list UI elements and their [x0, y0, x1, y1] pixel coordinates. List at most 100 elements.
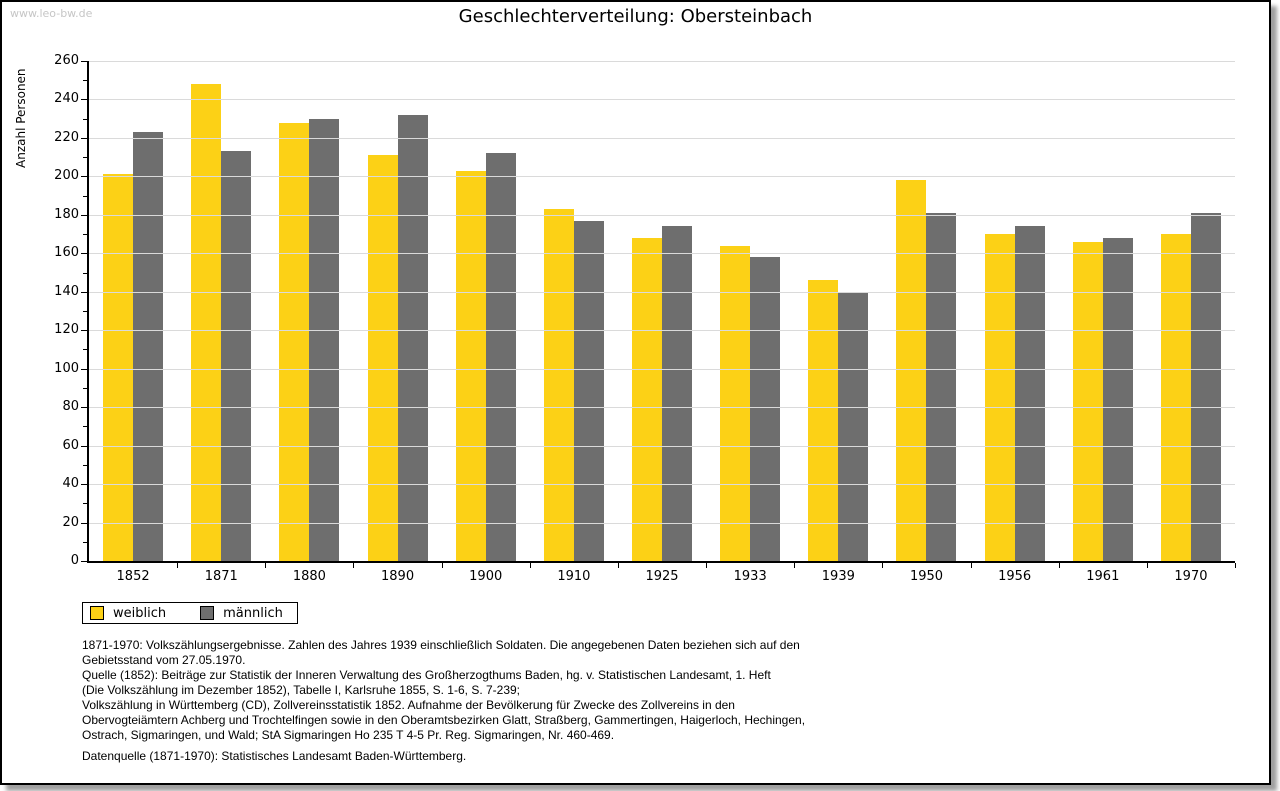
legend-swatch-männlich	[200, 606, 215, 620]
bar-group	[794, 61, 882, 561]
x-boundary-tick	[441, 563, 443, 568]
x-tick-label: 1933	[733, 569, 767, 584]
y-tick-label: 80	[62, 399, 79, 415]
bar-group	[706, 61, 794, 561]
gridline	[89, 330, 1235, 332]
y-major-tick	[81, 137, 87, 139]
bar-group	[353, 61, 441, 561]
footer-line: Volkszählung in Württemberg (CD), Zollve…	[82, 698, 735, 712]
gridline	[89, 99, 1235, 101]
bar-männlich	[309, 118, 340, 561]
y-tick-label: 180	[54, 206, 79, 222]
x-tick-label: 1890	[381, 569, 415, 584]
bar-männlich	[397, 114, 428, 561]
y-minor-tick	[83, 349, 87, 351]
legend: weiblich männlich	[82, 602, 298, 624]
bar-group	[971, 61, 1059, 561]
legend-label: männlich	[223, 605, 283, 621]
gridline	[89, 445, 1235, 447]
x-tick-label: 1880	[292, 569, 326, 584]
footer-line: Gebietsstand vom 27.05.1970.	[82, 653, 246, 667]
gridline	[89, 176, 1235, 178]
x-tick-label: 1956	[998, 569, 1032, 584]
footer-line: 1871-1970: Volkszählungsergebnisse. Zahl…	[82, 638, 800, 652]
bar-männlich	[750, 257, 781, 561]
x-boundary-tick	[617, 563, 619, 568]
bar-männlich	[221, 151, 252, 561]
bar-group	[530, 61, 618, 561]
legend-swatch-weiblich	[90, 606, 104, 620]
y-minor-tick	[83, 311, 87, 312]
y-major-tick	[81, 99, 87, 101]
footer-notes: 1871-1970: Volkszählungsergebnisse. Zahl…	[82, 638, 912, 764]
y-tick-label: 60	[62, 437, 79, 453]
x-tick-label: 1925	[645, 569, 679, 584]
x-axis-labels: 1852 1871 1880 1890 1900 1910 1925 1933 1939 1950…	[89, 569, 1235, 584]
y-major-tick	[81, 176, 87, 178]
bar-weiblich	[103, 174, 134, 561]
legend-entry-männlich: männlich	[200, 606, 283, 621]
bar-group	[1059, 61, 1147, 561]
x-boundary-tick	[794, 563, 796, 568]
bar-männlich	[573, 220, 604, 561]
x-boundary-tick	[265, 563, 267, 568]
y-major-tick	[81, 214, 87, 216]
footer-line: Ostrach, Sigmaringen, und Wald; StA Sigm…	[82, 728, 615, 742]
y-tick-label: 240	[54, 91, 79, 107]
x-tick-label: 1970	[1174, 569, 1208, 584]
bar-weiblich	[455, 170, 486, 561]
gridline	[89, 214, 1235, 216]
bar-männlich	[133, 132, 164, 561]
y-major-tick	[81, 522, 87, 524]
bar-weiblich	[279, 122, 310, 561]
gridline	[89, 407, 1235, 409]
y-minor-tick	[83, 503, 87, 505]
bar-männlich	[485, 153, 516, 561]
chart-title: Geschlechterverteilung: Obersteinbach	[458, 6, 813, 27]
y-major-tick	[81, 484, 87, 486]
bar-männlich	[1014, 226, 1045, 561]
y-tick-label: 160	[54, 245, 79, 261]
bar-group	[177, 61, 265, 561]
y-major-tick	[81, 561, 87, 562]
y-tick-label: 220	[54, 129, 79, 145]
bar-group	[89, 61, 177, 561]
bar-groups	[89, 61, 1235, 561]
bar-group	[882, 61, 970, 561]
bar-group	[442, 61, 530, 561]
y-tick-label: 100	[54, 360, 79, 376]
gridline	[89, 137, 1235, 139]
y-axis-label: Anzahl Personen	[14, 68, 28, 168]
bar-männlich	[838, 291, 869, 561]
y-minor-tick	[83, 426, 87, 428]
y-minor-tick	[83, 541, 87, 543]
x-tick-label: 1900	[469, 569, 503, 584]
y-minor-tick	[83, 464, 87, 466]
x-boundary-tick	[1058, 563, 1060, 568]
y-major-tick	[81, 61, 87, 62]
bar-weiblich	[896, 180, 927, 561]
x-tick-label: 1939	[821, 569, 855, 584]
y-tick-label: 120	[54, 322, 79, 338]
bar-männlich	[1190, 212, 1221, 561]
gridline	[89, 368, 1235, 370]
gridline	[89, 253, 1235, 255]
footer-line: Obervogteiämtern Achberg und Trochtelfin…	[82, 713, 806, 727]
y-major-tick	[81, 330, 87, 332]
legend-label: weiblich	[113, 605, 167, 621]
gridline	[89, 61, 1235, 62]
bar-weiblich	[367, 155, 398, 561]
watermark: www.leo-bw.de	[10, 7, 93, 20]
x-boundary-tick	[1235, 563, 1236, 568]
x-boundary-tick	[1146, 563, 1148, 568]
bar-weiblich	[808, 280, 839, 561]
y-major-tick	[81, 368, 87, 370]
footer-datasource: Datenquelle (1871-1970): Statistisches L…	[82, 749, 467, 763]
bar-weiblich	[191, 84, 222, 561]
y-minor-tick	[83, 195, 87, 197]
y-tick-label: 260	[54, 53, 79, 68]
x-tick-label: 1910	[557, 569, 591, 584]
bar-weiblich	[632, 237, 663, 561]
y-minor-tick	[83, 272, 87, 274]
